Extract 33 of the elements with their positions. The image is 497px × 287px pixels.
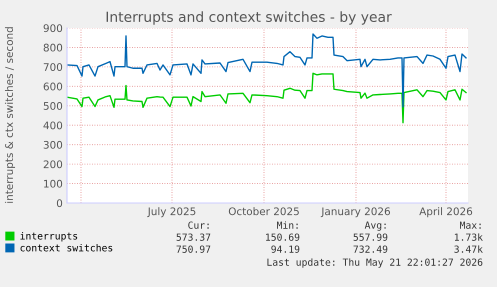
y-tick-label: 0 bbox=[56, 199, 62, 208]
text: 750.97 bbox=[176, 245, 210, 253]
legend-label: interrupts bbox=[20, 232, 78, 242]
text: 732.49 bbox=[354, 245, 388, 253]
line-series bbox=[67, 33, 467, 108]
text: 573.37 bbox=[176, 233, 210, 241]
y-tick-label: 800 bbox=[44, 44, 62, 52]
y-tick-label: 300 bbox=[44, 140, 62, 149]
text: Avg: bbox=[364, 222, 386, 231]
chart-title: Interrupts and context switches - by year bbox=[106, 11, 392, 25]
text: 1.73k bbox=[454, 233, 483, 241]
text: 557.99 bbox=[354, 233, 388, 241]
text: Max: bbox=[460, 222, 481, 229]
y-tick-label: 900 bbox=[44, 24, 62, 32]
text: Last update: Thu May 21 22:01:27 2026 bbox=[267, 258, 482, 268]
x-tick-label: April 2026 bbox=[419, 207, 472, 218]
text: Cur: bbox=[188, 221, 209, 229]
text: 150.69 bbox=[266, 233, 300, 241]
text: 94.19 bbox=[271, 245, 300, 253]
legend-label: context switches bbox=[20, 244, 112, 252]
text: Min: bbox=[276, 221, 298, 229]
y-tick-label: 100 bbox=[44, 180, 62, 188]
y-tick-label: 700 bbox=[44, 63, 62, 71]
y-tick-label: 600 bbox=[44, 82, 62, 90]
y-tick-label: 500 bbox=[44, 102, 62, 110]
x-tick-label: October 2025 bbox=[228, 207, 299, 216]
line-series bbox=[67, 72, 467, 124]
text: 3.47k bbox=[454, 245, 483, 253]
y-axis-title: interrupts & ctx switches / second bbox=[4, 27, 16, 203]
x-tick-label: January 2026 bbox=[320, 207, 390, 218]
y-tick-label: 200 bbox=[44, 160, 62, 168]
y-tick-label: 400 bbox=[43, 121, 62, 130]
x-tick-label: July 2025 bbox=[147, 207, 196, 218]
